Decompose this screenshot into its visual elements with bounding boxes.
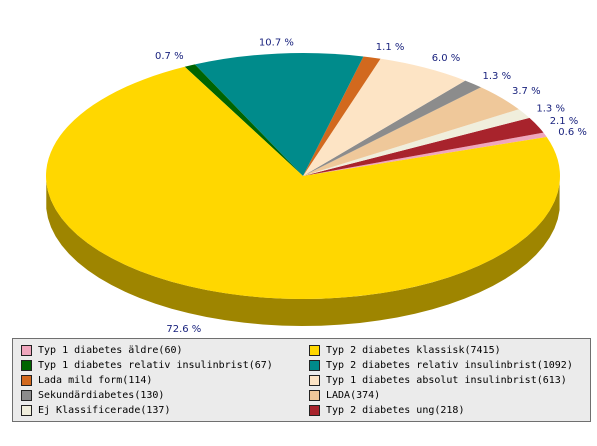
legend-count: (374) [350, 390, 381, 401]
pie-top [46, 53, 561, 299]
pie-slice-9 [46, 66, 561, 299]
legend-label: LADA [326, 390, 351, 401]
legend-swatch [21, 345, 32, 356]
legend-swatch [21, 405, 32, 416]
pie-slice-5 [303, 58, 466, 177]
legend-item: Lada mild form (114) [21, 373, 309, 388]
legend-swatch [21, 390, 32, 401]
pie-slice-6 [303, 56, 381, 177]
legend-swatch [309, 405, 320, 416]
pie-percent-label-9: 72.6 % [166, 324, 201, 335]
legend-count: (67) [248, 360, 273, 371]
legend-item: Typ 1 diabetes relativ insulinbrist (67) [21, 358, 309, 373]
legend-item: Typ 2 diabetes relativ insulinbrist (109… [309, 358, 585, 373]
pie-sides [46, 181, 560, 326]
legend-count: (130) [134, 390, 165, 401]
legend-label: Typ 1 diabetes relativ insulinbrist [38, 360, 249, 371]
pie-slice-7 [194, 53, 364, 177]
legend-item: Typ 2 diabetes klassisk (7415) [309, 343, 585, 358]
pie-percent-label-3: 3.7 % [512, 86, 541, 97]
legend-count: (218) [434, 405, 465, 416]
pie-slice-3 [303, 87, 519, 176]
pie-percent-label-8: 0.7 % [155, 51, 184, 62]
legend-count: (137) [140, 405, 171, 416]
legend-count: (1092) [536, 360, 573, 371]
pie-percent-label-7: 10.7 % [259, 38, 294, 49]
pie-slice-4 [303, 80, 481, 176]
legend-count: (7415) [464, 345, 501, 356]
legend-item: Typ 2 diabetes ung (218) [309, 403, 585, 418]
legend-item: Typ 1 diabetes absolut insulinbrist (613… [309, 373, 585, 388]
legend-item: LADA (374) [309, 388, 585, 403]
pie-labels: 0.6 %2.1 %1.3 %3.7 %1.3 %6.0 %1.1 %10.7 … [155, 38, 587, 335]
legend-label: Lada mild form [38, 375, 123, 386]
legend-count: (613) [536, 375, 567, 386]
legend-label: Typ 1 diabetes absolut insulinbrist [326, 375, 537, 386]
legend-label: Sekundärdiabetes [38, 390, 135, 401]
pie-slice-1 [303, 117, 544, 176]
pie-side-9 [46, 181, 560, 326]
pie-percent-label-4: 1.3 % [483, 71, 512, 82]
legend-swatch [309, 360, 320, 371]
legend-swatch [21, 375, 32, 386]
pie-slice-0 [303, 132, 547, 176]
legend-swatch [21, 360, 32, 371]
pie-percent-label-0: 0.6 % [558, 127, 587, 138]
legend-item: Ej Klassificerade (137) [21, 403, 309, 418]
legend-swatch [309, 345, 320, 356]
legend-label: Ej Klassificerade [38, 405, 141, 416]
legend-label: Typ 2 diabetes relativ insulinbrist [326, 360, 537, 371]
legend-swatch [309, 375, 320, 386]
legend-count: (114) [122, 375, 153, 386]
legend-swatch [309, 390, 320, 401]
legend-label: Typ 2 diabetes klassisk [326, 345, 465, 356]
pie-slice-2 [303, 109, 530, 176]
pie-slice-8 [184, 64, 303, 176]
pie-percent-label-1: 2.1 % [550, 116, 579, 127]
legend-item: Sekundärdiabetes (130) [21, 388, 309, 403]
legend-grid: Typ 1 diabetes äldre (60) Typ 2 diabetes … [21, 343, 585, 418]
pie-percent-label-2: 1.3 % [536, 103, 565, 114]
pie-percent-label-5: 6.0 % [432, 53, 461, 64]
legend-label: Typ 1 diabetes äldre [38, 345, 159, 356]
legend: Typ 1 diabetes äldre (60) Typ 2 diabetes … [12, 338, 591, 422]
legend-count: (60) [158, 345, 183, 356]
pie-percent-label-6: 1.1 % [376, 42, 405, 53]
legend-label: Typ 2 diabetes ung [326, 405, 435, 416]
legend-item: Typ 1 diabetes äldre (60) [21, 343, 309, 358]
